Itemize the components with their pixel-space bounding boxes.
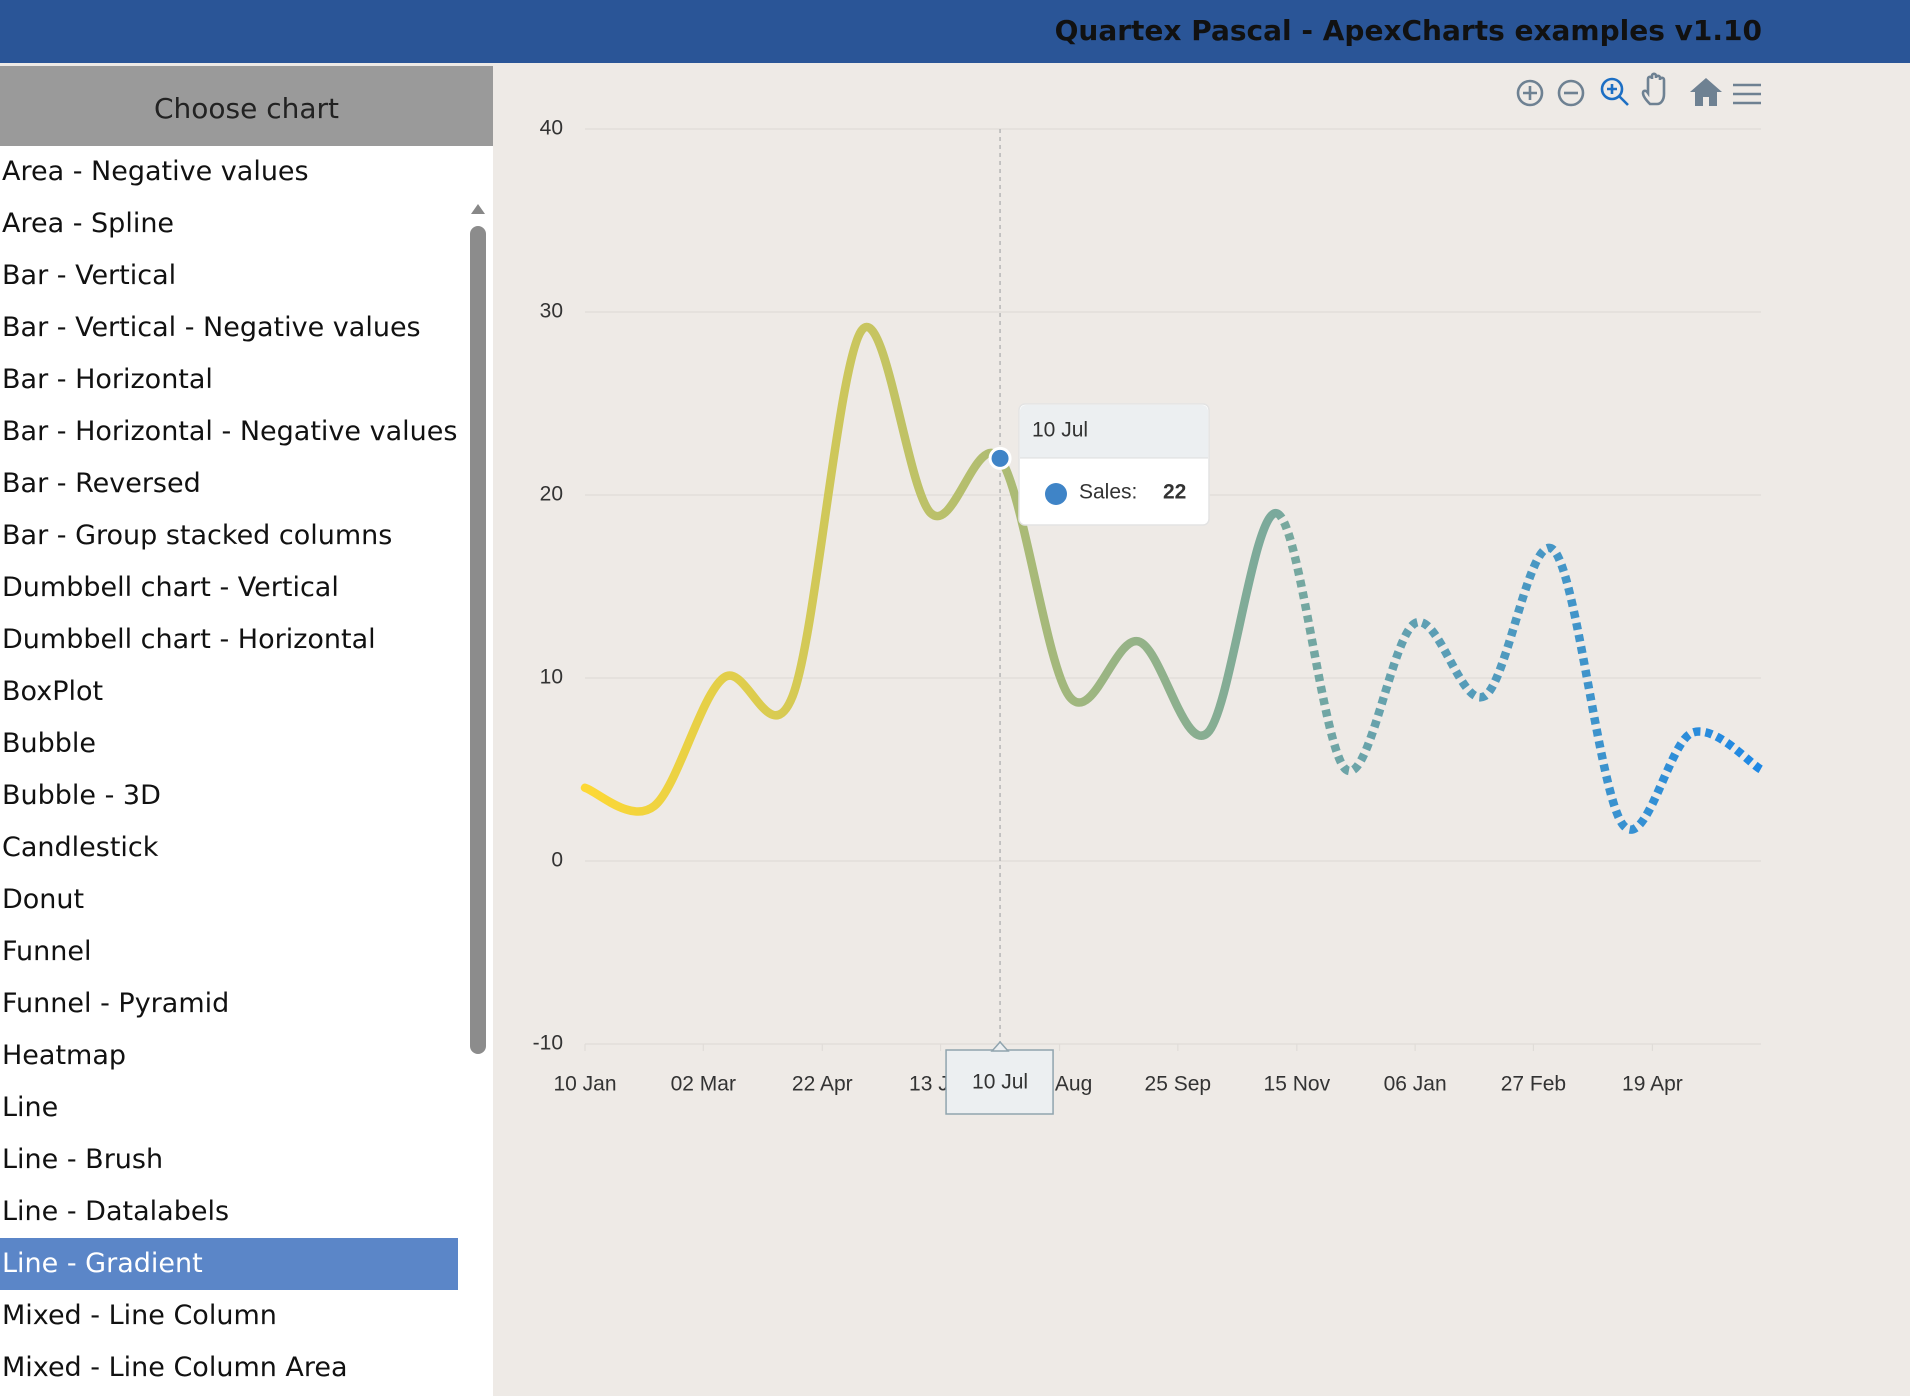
y-tick-label: 20: [540, 483, 563, 506]
tooltip-title-bg: [1020, 405, 1208, 458]
zoom-button[interactable]: [1600, 77, 1629, 106]
crosshair-label-box: [945, 1049, 1054, 1115]
y-tick-label: 30: [540, 300, 563, 323]
tooltip-marker: [1045, 483, 1067, 505]
sidebar: Choose chart Area - Negative values Area …: [0, 66, 493, 1396]
crosshair-label: 10 Jul: [972, 1071, 1028, 1094]
sidebar-title: Choose chart: [0, 66, 493, 146]
chart-list-item[interactable]: Line - Datalabels: [2, 1196, 230, 1227]
toolbar: [1516, 72, 1761, 107]
tooltip-label: Sales:: [1079, 481, 1137, 504]
zoom-out-button[interactable]: [1557, 79, 1585, 107]
forecast-line: [1274, 509, 1764, 834]
chart-list-item[interactable]: Candlestick: [2, 832, 159, 863]
x-tick-label: 15 Nov: [1264, 1073, 1331, 1096]
chart-list-item[interactable]: Bar - Vertical - Negative values: [2, 312, 421, 343]
scroll-up[interactable]: [471, 204, 485, 214]
chart-list-item[interactable]: Dumbbell chart - Vertical: [2, 572, 339, 603]
chart-list-item[interactable]: Mixed - Line Column: [2, 1300, 277, 1331]
chart-list-item[interactable]: Line - Gradient: [0, 1238, 458, 1290]
chart-list-item[interactable]: Bar - Horizontal - Negative values: [2, 416, 458, 447]
y-tick-label: 40: [540, 117, 563, 140]
chart-list-item[interactable]: Bar - Group stacked columns: [2, 520, 393, 551]
chart-list-item[interactable]: Line: [2, 1092, 59, 1123]
hover-marker: [988, 446, 1012, 470]
chart-list-item[interactable]: Bubble: [2, 728, 97, 759]
chart-list-item[interactable]: Donut: [2, 884, 85, 915]
header: Quartex Pascal - ApexCharts examples v1.…: [0, 0, 1910, 63]
x-tick-label: 19 Apr: [1622, 1073, 1683, 1096]
tooltip-title: 10 Jul: [1032, 419, 1088, 442]
chart-list-item[interactable]: Bar - Reversed: [2, 468, 201, 499]
chart-list-item[interactable]: Funnel - Pyramid: [2, 988, 230, 1019]
chart-list-item[interactable]: Bar - Horizontal: [2, 364, 213, 395]
x-tick-label: 27 Feb: [1501, 1073, 1566, 1096]
chart-list-item[interactable]: Heatmap: [2, 1040, 127, 1071]
chart-list-item[interactable]: Area - Negative values: [2, 156, 309, 187]
scrollbar[interactable]: [469, 186, 487, 1396]
x-tick-label: 06 Jan: [1384, 1073, 1447, 1096]
x-tick-label: 02 Mar: [671, 1073, 736, 1096]
x-tick-label: 22 Apr: [792, 1073, 853, 1096]
y-tick-label: -10: [533, 1032, 563, 1055]
x-tick-label: 10 Jan: [553, 1073, 616, 1096]
menu-button[interactable]: [1733, 83, 1761, 105]
chart-list-item[interactable]: Area - Spline: [2, 208, 175, 239]
x-tick-label: 25 Sep: [1145, 1073, 1212, 1096]
chart-list-item[interactable]: Line - Brush: [2, 1144, 164, 1175]
chart-list-item[interactable]: Bubble - 3D: [2, 780, 161, 811]
y-tick-label: 10: [540, 666, 563, 689]
y-tick-label: 0: [551, 849, 563, 872]
reset-button[interactable]: [1690, 78, 1722, 106]
header-title: Quartex Pascal - ApexCharts examples v1.…: [1054, 14, 1762, 47]
chart-list-item[interactable]: Dumbbell chart - Horizontal: [2, 624, 376, 655]
pan-button[interactable]: [1641, 72, 1666, 106]
tooltip-value: 22: [1163, 481, 1186, 504]
chart-list-item[interactable]: Mixed - Line Column Area: [2, 1352, 348, 1383]
line-series: [580, 322, 1282, 816]
chart-list-item[interactable]: Funnel: [2, 936, 92, 967]
chart-list-item[interactable]: BoxPlot: [2, 676, 104, 707]
scroll-thumb[interactable]: [470, 226, 486, 1054]
crosshair-label-arrow: [990, 1040, 1010, 1052]
chart-list-item[interactable]: Bar - Vertical: [2, 260, 177, 291]
tooltip: 10 Jul Sales: 22: [1018, 403, 1210, 526]
chart-list: Area - Negative values Area - Spline Bar -…: [0, 146, 493, 1394]
zoom-in-button[interactable]: [1516, 79, 1544, 107]
